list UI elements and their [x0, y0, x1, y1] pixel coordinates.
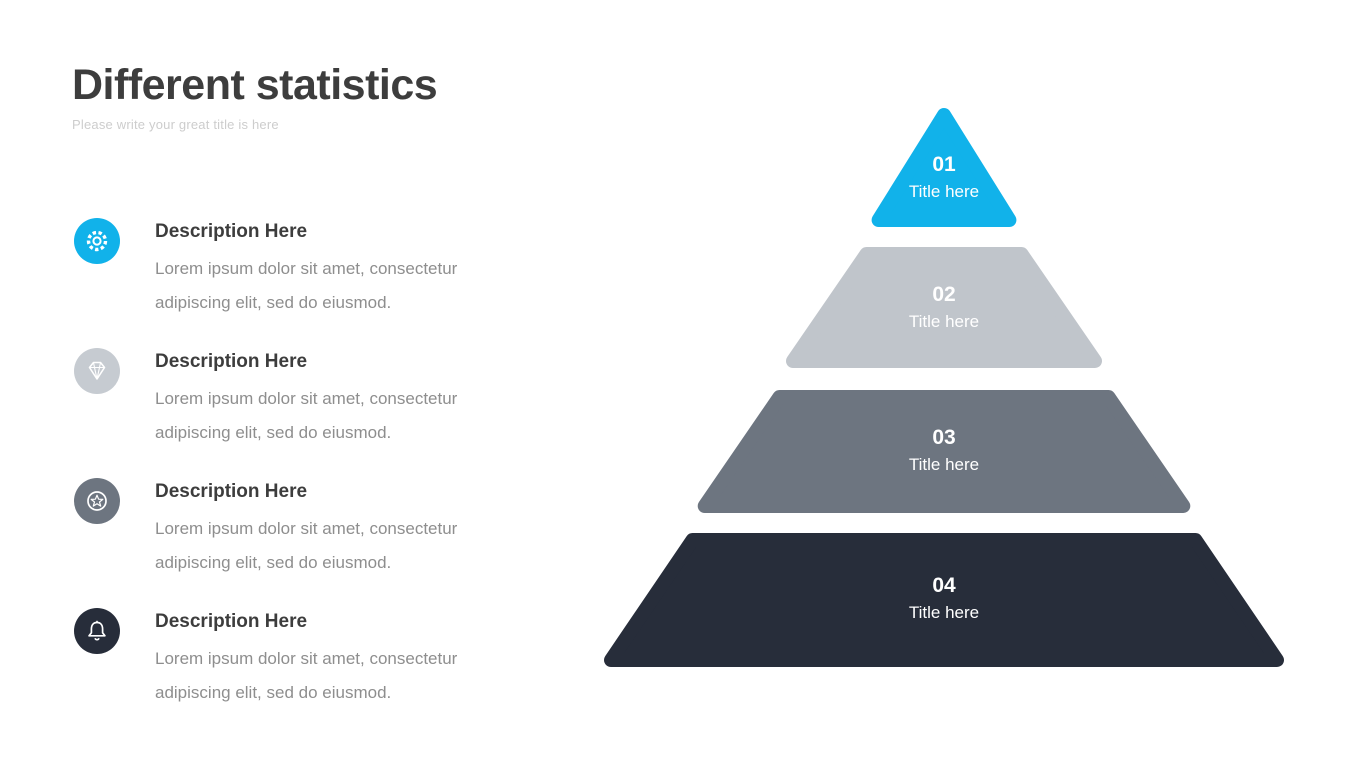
list-item: Description Here Lorem ipsum dolor sit a… — [72, 218, 500, 320]
item-body: Lorem ipsum dolor sit amet, consectetur … — [155, 389, 458, 442]
item-heading: Description Here — [155, 351, 308, 372]
list-item: Description Here Lorem ipsum dolor sit a… — [72, 608, 500, 710]
item-body: Lorem ipsum dolor sit amet, consectetur … — [155, 259, 458, 312]
page-subtitle: Please write your great title is here — [72, 117, 279, 133]
pyramid-level-4 — [604, 533, 1284, 667]
item-heading: Description Here — [155, 481, 308, 502]
pyramid-level-3 — [697, 390, 1191, 513]
item-body: Lorem ipsum dolor sit amet, consectetur … — [155, 519, 458, 572]
pyramid-level-2 — [786, 247, 1102, 368]
star-icon — [74, 478, 120, 524]
item-text: Description Here Lorem ipsum dolor sit a… — [155, 218, 500, 320]
item-heading: Description Here — [155, 221, 308, 242]
item-heading: Description Here — [155, 611, 308, 632]
list-item: Description Here Lorem ipsum dolor sit a… — [72, 478, 500, 580]
pyramid-level-1 — [871, 108, 1017, 227]
diamond-icon — [74, 348, 120, 394]
gear-icon — [74, 218, 120, 264]
pyramid-shapes — [604, 108, 1284, 667]
pyramid-diagram: 01 Title here 02 Title here 03 Title her… — [580, 90, 1308, 690]
page-title: Different statistics — [72, 61, 438, 109]
bell-icon — [74, 608, 120, 654]
item-text: Description Here Lorem ipsum dolor sit a… — [155, 348, 500, 450]
item-text: Description Here Lorem ipsum dolor sit a… — [155, 608, 500, 710]
item-body: Lorem ipsum dolor sit amet, consectetur … — [155, 649, 458, 702]
item-text: Description Here Lorem ipsum dolor sit a… — [155, 478, 500, 580]
list-item: Description Here Lorem ipsum dolor sit a… — [72, 348, 500, 450]
title-block: Different statistics Please write your g… — [72, 61, 438, 133]
